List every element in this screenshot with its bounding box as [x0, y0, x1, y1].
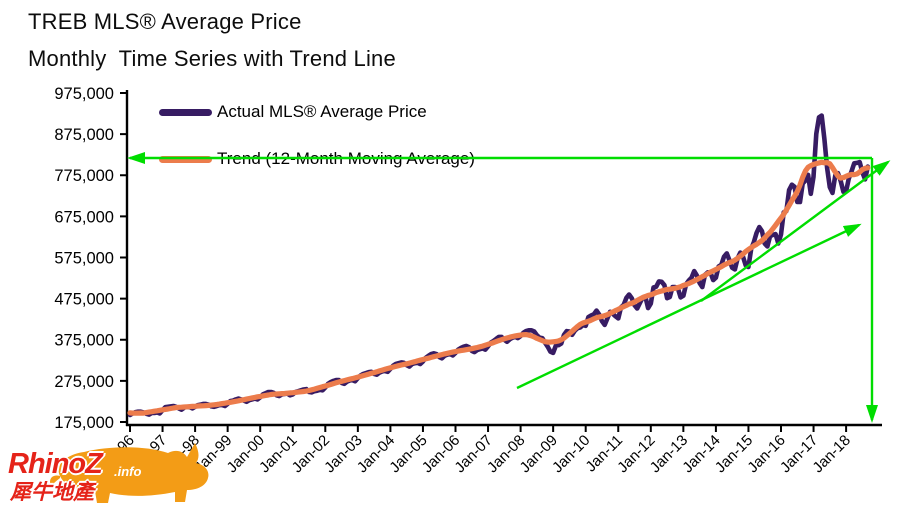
- y-tick-label: 475,000: [54, 291, 114, 309]
- legend-item-actual: Actual MLS® Average Price: [159, 100, 475, 124]
- chart-title: TREB MLS® Average Price: [28, 9, 302, 34]
- y-tick-label: 875,000: [54, 126, 114, 144]
- actual-series-line: [127, 113, 871, 418]
- chart-subtitle: Monthly Time Series with Trend Line: [28, 46, 396, 71]
- y-tick-label: 775,000: [54, 167, 114, 185]
- x-tick-label: Jan-10: [549, 432, 593, 476]
- x-tick-label: Jan-18: [809, 432, 853, 476]
- trend-channel-lower-arrow: [516, 223, 862, 390]
- y-tick-label: 575,000: [54, 249, 114, 267]
- y-tick-label: 375,000: [54, 332, 114, 350]
- y-tick-label: 275,000: [54, 373, 114, 391]
- trend-series-line: [127, 159, 871, 416]
- y-tick-label: 675,000: [54, 208, 114, 226]
- y-tick-label: 175,000: [54, 414, 114, 432]
- actual-series-swatch: [159, 108, 212, 116]
- y-tick-label: 975,000: [54, 85, 114, 103]
- legend-label-actual: Actual MLS® Average Price: [217, 102, 427, 121]
- trend-channel-upper-arrow: [700, 160, 891, 302]
